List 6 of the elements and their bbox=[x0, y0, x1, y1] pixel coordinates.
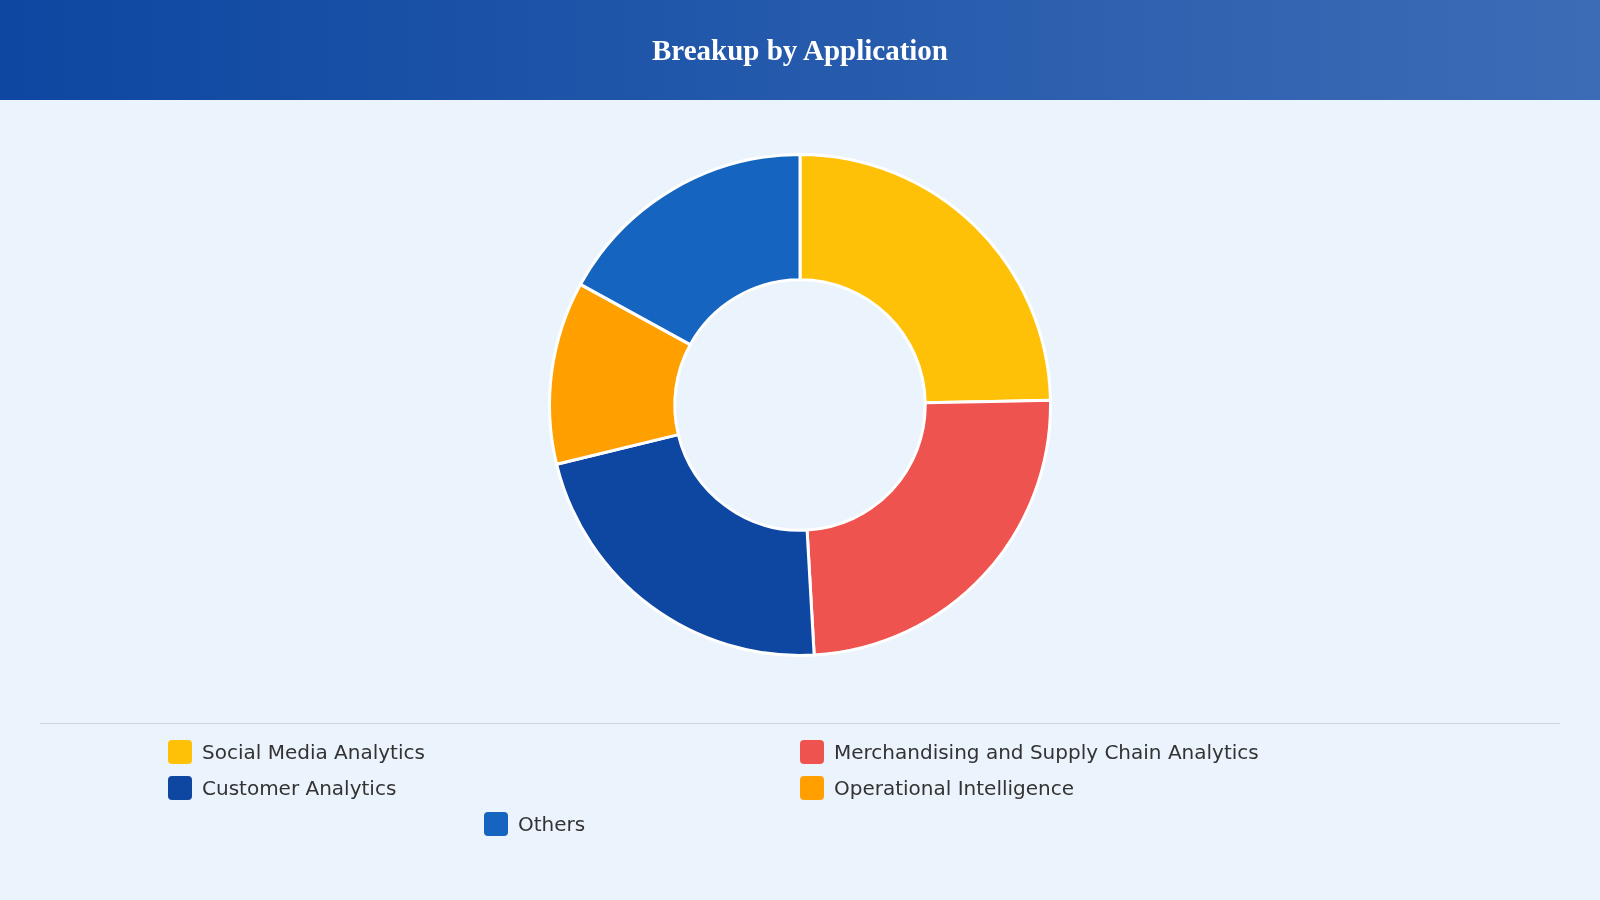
legend-label: Customer Analytics bbox=[202, 776, 397, 800]
legend-label: Merchandising and Supply Chain Analytics bbox=[834, 740, 1259, 764]
legend-label: Others bbox=[518, 812, 586, 836]
legend-label: Operational Intelligence bbox=[834, 776, 1075, 800]
legend-label: Social Media Analytics bbox=[202, 740, 425, 764]
chart-title: Breakup by Application bbox=[651, 33, 948, 67]
